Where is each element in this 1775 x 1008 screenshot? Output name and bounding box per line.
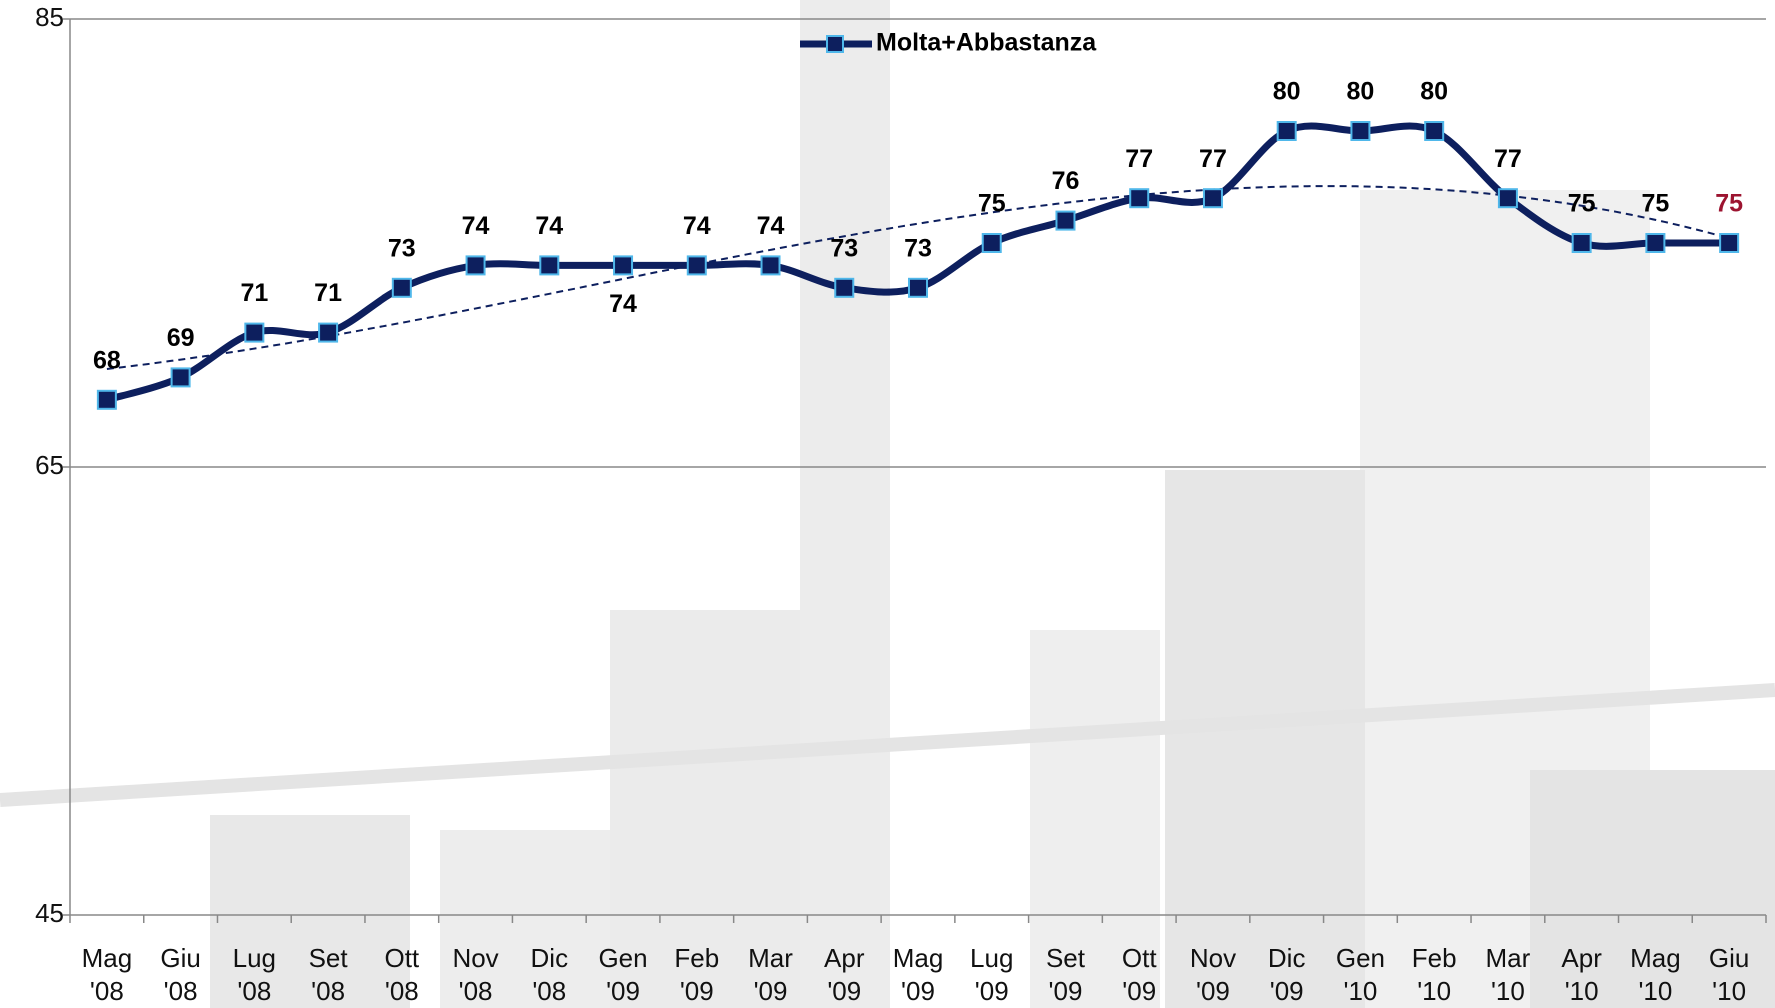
value-label: 73: [904, 234, 932, 262]
value-label: 71: [314, 279, 342, 307]
x-tick-label: Set '09: [1046, 943, 1086, 1006]
value-label: 75: [1641, 190, 1669, 218]
value-label: 80: [1273, 78, 1301, 106]
x-tick-label: Mag '10: [1630, 943, 1681, 1006]
x-tick-label: Dic '08: [531, 943, 569, 1006]
value-label: 74: [535, 212, 563, 240]
value-label: 74: [462, 212, 490, 240]
x-tick-label: Mar '10: [1486, 943, 1531, 1006]
x-tick-label: Giu '08: [160, 943, 200, 1006]
x-tick-label: Feb '10: [1412, 943, 1457, 1006]
value-label: 80: [1420, 78, 1448, 106]
x-tick-label: Mag '08: [82, 943, 133, 1006]
marker: [1129, 188, 1150, 209]
x-tick-label: Lug '09: [970, 943, 1013, 1006]
marker: [1424, 121, 1445, 141]
value-label: 73: [830, 234, 858, 262]
x-tick-label: Set '08: [309, 943, 349, 1006]
marker: [834, 277, 855, 298]
x-tick-label: Nov '08: [452, 943, 498, 1006]
y-tick-label: 65: [35, 450, 64, 480]
marker: [244, 322, 265, 343]
value-label: 75: [1715, 190, 1743, 218]
marker: [1055, 210, 1076, 231]
x-tick-label: Feb '09: [674, 943, 719, 1006]
marker: [760, 255, 781, 276]
value-label: 69: [167, 324, 195, 352]
marker: [686, 255, 707, 276]
value-label: 74: [609, 290, 637, 318]
marker: [96, 389, 117, 410]
marker: [1202, 188, 1223, 209]
legend-label: Molta+Abbastanza: [876, 29, 1097, 57]
y-tick-label: 85: [35, 2, 64, 32]
x-tick-label: Apr '09: [824, 943, 865, 1006]
x-tick-label: Apr '10: [1561, 943, 1602, 1006]
value-label: 71: [240, 279, 268, 307]
marker: [170, 367, 191, 388]
value-label: 74: [683, 212, 711, 240]
value-label: 77: [1494, 145, 1522, 173]
value-label: 77: [1199, 145, 1227, 173]
x-tick-label: Nov '09: [1190, 943, 1236, 1006]
value-label: 80: [1347, 78, 1375, 106]
value-label: 75: [1568, 190, 1596, 218]
legend-marker: [826, 35, 844, 53]
value-label: 73: [388, 234, 416, 262]
marker: [908, 277, 928, 298]
marker: [391, 277, 412, 298]
x-tick-label: Dic '09: [1268, 943, 1306, 1006]
x-tick-label: Giu '10: [1709, 943, 1749, 1006]
marker: [539, 255, 560, 276]
marker: [613, 255, 634, 276]
value-label: 77: [1125, 145, 1153, 173]
marker: [1350, 121, 1371, 141]
marker: [465, 255, 486, 276]
x-tick-label: Mar '09: [748, 943, 793, 1006]
value-label: 76: [1052, 167, 1080, 195]
marker: [1497, 188, 1518, 209]
x-tick-label: Ott '08: [384, 943, 419, 1006]
y-tick-label: 45: [35, 898, 64, 928]
x-tick-label: Gen '09: [598, 943, 647, 1006]
x-tick-label: Gen '10: [1336, 943, 1385, 1006]
value-label: 75: [978, 190, 1006, 218]
marker: [1719, 233, 1740, 253]
marker: [1571, 233, 1592, 253]
marker: [318, 322, 339, 343]
marker: [1645, 233, 1666, 253]
value-label: 68: [93, 346, 121, 374]
marker: [1276, 121, 1297, 141]
value-label: 74: [757, 212, 785, 240]
x-tick-label: Lug '08: [233, 943, 276, 1006]
marker: [981, 233, 1002, 253]
x-tick-label: Ott '09: [1122, 943, 1157, 1006]
x-tick-label: Mag '09: [893, 943, 944, 1006]
